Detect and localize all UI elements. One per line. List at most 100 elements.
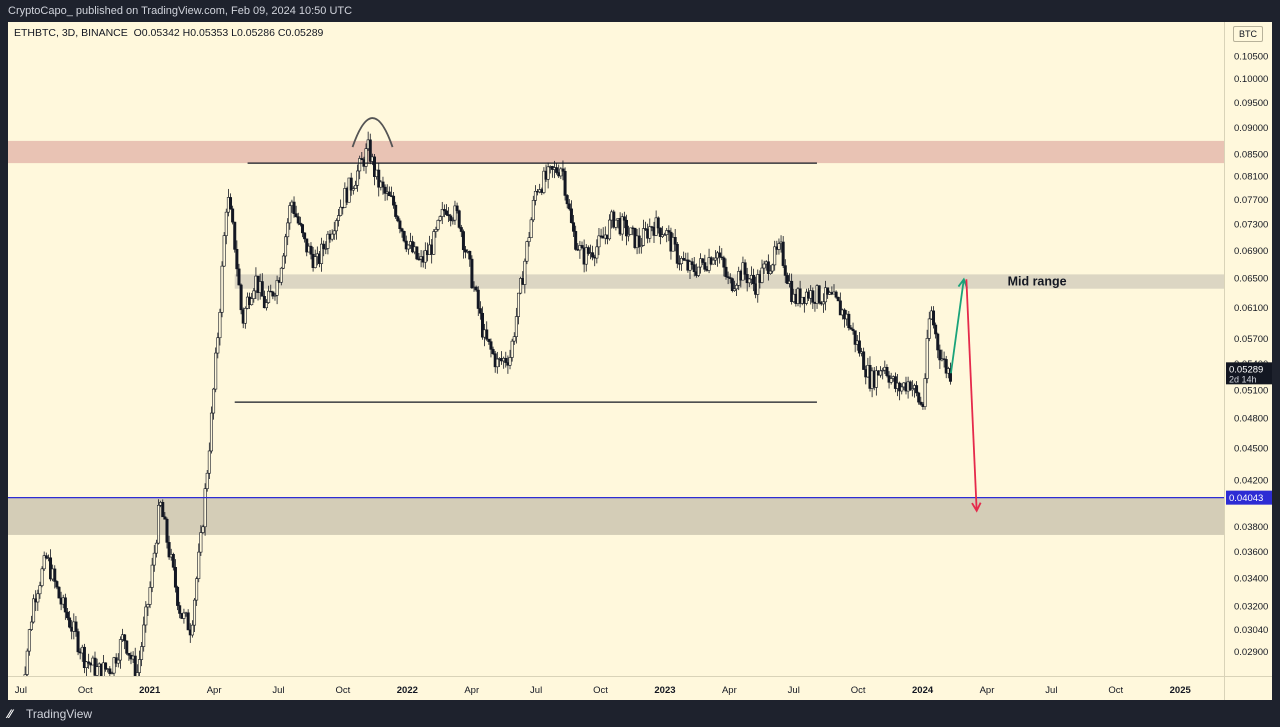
candle-body [563, 170, 567, 196]
candle-body [326, 233, 330, 249]
candle-body [176, 586, 180, 606]
time-tick-label: Jul [530, 685, 542, 696]
candle-body [936, 333, 940, 351]
time-axis[interactable]: Jul Oct 2021 Apr Jul Oct 2022 Apr Jul Oct 2023 Apr J… [8, 676, 1224, 701]
candle-body [313, 256, 317, 268]
candle-body [762, 263, 766, 269]
candle-body [853, 330, 857, 345]
candle-body [351, 188, 355, 191]
candle-body [392, 195, 396, 206]
time-tick-label: Oct [593, 685, 608, 696]
currency-badge[interactable]: BTC [1233, 26, 1263, 42]
candle-body [527, 237, 531, 242]
candle-body [919, 401, 923, 405]
candle-body [377, 169, 381, 188]
candle-body [250, 298, 254, 306]
time-tick-label: Apr [722, 685, 737, 696]
candle-body [252, 290, 256, 299]
candle-body [165, 518, 169, 543]
candle-body [900, 386, 904, 392]
candle-body [885, 366, 889, 376]
candle-body [233, 221, 237, 250]
time-tick-label: Jul [272, 685, 284, 696]
candle-body [40, 568, 44, 586]
candle-body [730, 278, 734, 291]
price-tick-label: 0.03600 [1234, 547, 1268, 558]
candle-body [432, 231, 436, 255]
time-tick-label: 2025 [1170, 685, 1192, 696]
price-axis[interactable]: BTC 0.10500 0.10000 0.09500 0.09000 0.08500 0… [1224, 22, 1273, 676]
arrow-head-1 [971, 502, 982, 513]
candle-body [732, 288, 736, 291]
candle-body [826, 287, 830, 295]
candle-body [339, 206, 343, 216]
candle-body [692, 264, 696, 273]
candle-body [373, 156, 377, 177]
candle-body [65, 611, 69, 619]
price-tick-label: 0.04200 [1234, 476, 1268, 487]
candle-body [195, 578, 199, 601]
candle-body [525, 241, 529, 262]
candle-body [927, 318, 931, 339]
price-chart[interactable]: Mid range [8, 22, 1224, 676]
time-tick-label: Oct [336, 685, 351, 696]
price-tick-label: 0.10000 [1234, 74, 1268, 85]
candle-body [44, 555, 48, 559]
candle-body [334, 220, 338, 232]
candle-body [485, 329, 489, 340]
candle-body [284, 236, 288, 257]
candle-body [489, 341, 493, 350]
current-price-countdown: 2d 14h [1229, 374, 1257, 384]
candle-body [82, 646, 86, 669]
candle-body [267, 290, 271, 303]
candle-body [387, 191, 391, 197]
candle-body [667, 230, 671, 233]
candle-body [637, 235, 641, 248]
candle-body [923, 378, 927, 407]
price-tick-label: 0.03200 [1234, 601, 1268, 612]
candle-body [451, 219, 455, 222]
candle-body [292, 201, 296, 214]
candle-body [703, 262, 707, 270]
candle-body [87, 661, 91, 664]
candle-body [449, 215, 453, 221]
candle-body [470, 258, 474, 289]
candle-body [239, 284, 243, 311]
candle-body [932, 310, 936, 326]
candle-body [101, 662, 105, 676]
candle-body [783, 265, 787, 276]
candle-body [275, 280, 279, 296]
candle-body [584, 247, 588, 265]
candle-body [182, 612, 186, 619]
candle-body [838, 300, 842, 316]
candle-body [766, 261, 770, 275]
candle-body [811, 290, 815, 303]
chart-pane[interactable]: Mid range ETHBTC, 3D, BINANCE O0.05342 H… [8, 22, 1224, 676]
candle-body [57, 586, 61, 599]
price-tick-label: 0.03400 [1234, 573, 1268, 584]
candle-body [23, 674, 27, 676]
candle-body [142, 624, 146, 647]
candle-body [459, 227, 463, 232]
high-value: H0.05353 [182, 27, 229, 39]
candle-body [639, 245, 643, 248]
candle-body [862, 351, 866, 370]
candle-body [349, 177, 353, 191]
candle-body [559, 168, 563, 177]
line-price-tag [1226, 490, 1272, 505]
candle-body [38, 585, 42, 595]
candle-body [747, 278, 751, 284]
publish-text: CryptoCapo_ published on TradingView.com… [8, 5, 353, 17]
candle-body [398, 220, 402, 230]
candle-body [438, 216, 442, 221]
candle-body [724, 266, 728, 277]
candle-body [262, 295, 266, 309]
candle-body [722, 257, 726, 268]
candle-body [320, 243, 324, 264]
candle-body [533, 191, 537, 201]
candle-body [303, 232, 307, 240]
candle-body [110, 672, 114, 675]
candle-body [572, 222, 576, 232]
price-tick-label: 0.06900 [1234, 246, 1268, 257]
symbol-info: ETHBTC, 3D, BINANCE O0.05342 H0.05353 L0… [14, 27, 323, 39]
